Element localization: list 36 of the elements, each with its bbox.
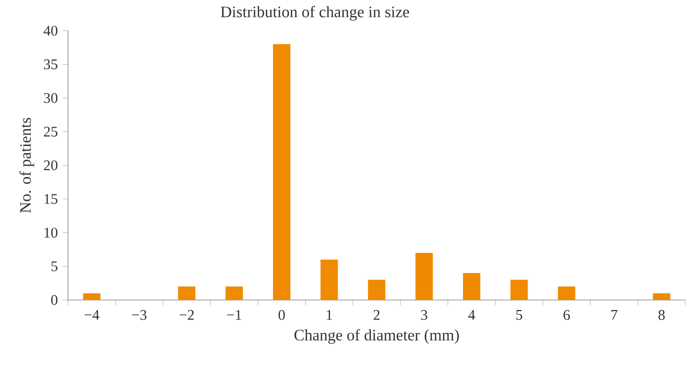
x-tick-label: 7 [611,310,618,320]
y-axis-title: No. of patients [19,118,34,213]
chart-title: Distribution of change in size [220,6,410,21]
x-tick-label: 6 [564,310,570,320]
y-tick-label: 15 [44,194,58,204]
bar [510,280,528,300]
bar [320,260,338,300]
bar [462,273,480,300]
x-tick-label: −3 [132,310,146,320]
bar [368,280,386,300]
x-tick-label: 2 [374,310,380,320]
y-tick-label: 35 [44,59,58,70]
x-tick-label: 5 [516,310,522,320]
bar [415,252,433,300]
bar [652,293,670,300]
x-tick-label: 3 [421,310,428,320]
x-tick-label: 0 [278,310,285,320]
x-tick-label: 4 [468,310,476,320]
bar [178,286,196,300]
x-tick-label: −2 [180,310,194,320]
x-axis-title: Change of diameter (mm) [294,329,459,344]
y-tick-label: 30 [44,93,58,103]
x-tick-label: −4 [84,310,100,320]
y-tick-label: 0 [51,295,58,305]
y-tick-label: 5 [51,261,58,272]
bar [226,286,243,300]
x-tick-label: 1 [326,310,332,320]
bar [83,293,100,300]
bar [558,286,576,300]
y-tick-label: 10 [44,228,58,238]
bar [273,44,290,300]
x-tick-label: −1 [227,310,242,320]
y-tick-label: 25 [44,126,58,137]
x-tick-label: 8 [658,310,665,320]
y-tick-label: 40 [44,26,58,36]
y-tick-label: 20 [44,160,58,170]
